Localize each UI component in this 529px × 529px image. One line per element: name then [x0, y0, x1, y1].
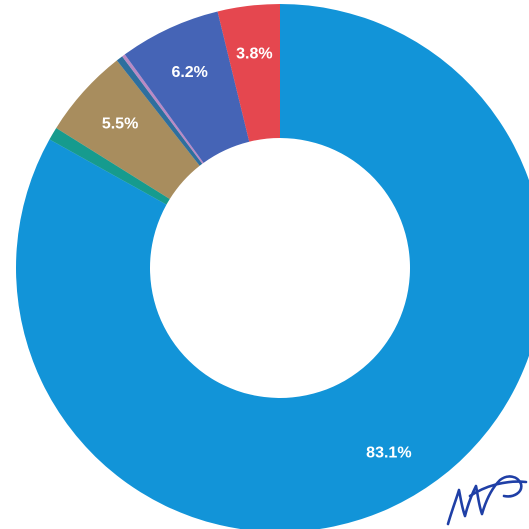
donut-slice-4: [122, 54, 204, 164]
donut-slice-5: [124, 11, 250, 163]
donut-slices: [16, 4, 529, 529]
donut-slice-6: [217, 4, 280, 142]
donut-slice-label-0: 83.1%: [366, 445, 411, 462]
donut-labels: 83.1% 5.5% 6.2% 3.8%: [102, 46, 412, 462]
donut-slice-1: [49, 127, 170, 205]
donut-slice-3: [116, 56, 203, 166]
donut-slice-2: [56, 60, 200, 200]
donut-slice-0: [16, 4, 529, 529]
donut-slice-label-5: 6.2%: [171, 64, 207, 81]
handwritten-signature: [446, 475, 528, 526]
donut-slice-label-6: 3.8%: [236, 46, 272, 63]
donut-slice-label-2: 5.5%: [102, 116, 138, 133]
